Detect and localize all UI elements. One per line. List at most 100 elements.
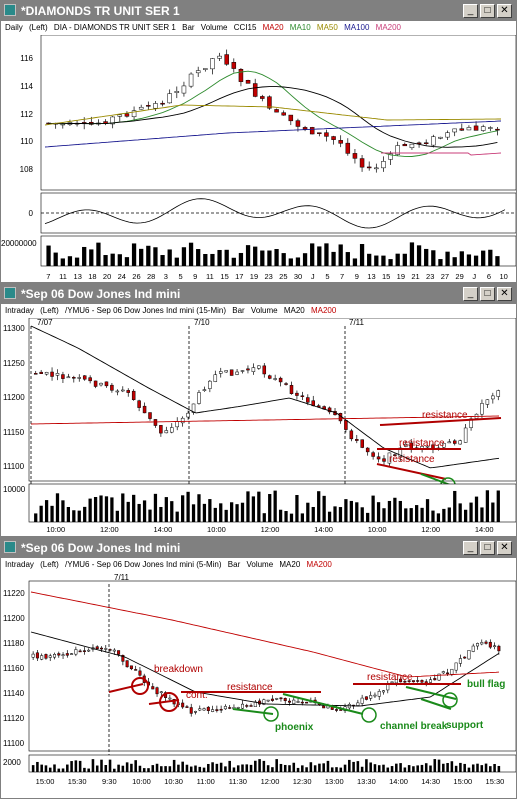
volume-bar xyxy=(131,243,137,266)
volume-bar xyxy=(203,253,208,266)
volume-bar xyxy=(305,767,308,772)
candle-body xyxy=(170,427,174,433)
candle-body xyxy=(252,83,258,97)
annotation-resistance: resistance xyxy=(227,682,273,693)
volume-bar xyxy=(485,490,490,522)
volume-bar xyxy=(232,767,236,772)
volume-bar xyxy=(168,766,172,772)
candle-body xyxy=(366,166,372,169)
candle-body xyxy=(356,702,360,706)
time-axis-label: 20 xyxy=(103,272,111,281)
volume-bar xyxy=(469,502,473,522)
volume-bar xyxy=(404,508,408,522)
candle-body xyxy=(274,109,279,113)
volume-bar xyxy=(267,250,272,266)
volume-bar xyxy=(53,764,56,772)
close-button[interactable]: ✕ xyxy=(497,287,512,301)
annotation-channel-break: channel break xyxy=(380,721,448,732)
candle-body xyxy=(273,378,277,380)
minimize-button[interactable]: _ xyxy=(463,287,478,301)
volume-bar xyxy=(445,251,450,266)
candle-body xyxy=(381,161,386,169)
daily-price-panel[interactable]: 116 114 112 110 108 0 20000000 7 11 13 18 20… xyxy=(1,35,517,282)
candle-body xyxy=(305,701,309,704)
candle-body xyxy=(423,142,429,144)
volume-bar xyxy=(484,763,488,772)
candle-body xyxy=(134,669,138,671)
volume-bar xyxy=(431,510,435,522)
close-button[interactable]: ✕ xyxy=(497,4,512,18)
maximize-button[interactable]: □ xyxy=(480,541,495,555)
candle-body xyxy=(441,671,445,674)
candle-body xyxy=(420,680,424,683)
candle-body xyxy=(213,374,218,382)
price-tick: 11100 xyxy=(3,462,25,471)
volume-bar xyxy=(488,249,493,266)
volume-bar xyxy=(437,759,441,772)
volume-bar xyxy=(273,490,277,522)
volume-bar xyxy=(382,508,386,522)
candle-body xyxy=(402,144,408,147)
candle-body xyxy=(175,421,179,428)
candle-body xyxy=(473,125,479,131)
five-min-chart-window[interactable]: *Sep 06 Dow Jones Ind mini _ □ ✕ Intrada… xyxy=(0,537,517,799)
candle-body xyxy=(344,420,348,430)
volume-bar xyxy=(175,511,179,522)
price-tick: 11150 xyxy=(3,428,25,437)
annotation-cont: cont. xyxy=(186,690,208,701)
volume-bar xyxy=(202,503,207,522)
maximize-button[interactable]: □ xyxy=(480,4,495,18)
candle-body xyxy=(186,412,190,418)
price-tick: 11120 xyxy=(3,714,25,723)
volume-bar xyxy=(262,513,266,522)
daily-chart-window[interactable]: *DIAMONDS TR UNIT SER 1 _ □ ✕ Daily (Lef… xyxy=(0,0,517,283)
volume-bar xyxy=(50,505,54,522)
candle-body xyxy=(377,691,381,697)
volume-bar xyxy=(429,765,432,772)
candle-body xyxy=(95,646,99,650)
window-titlebar[interactable]: *DIAMONDS TR UNIT SER 1 _ □ ✕ xyxy=(1,1,516,21)
fifteen-min-chart-window[interactable]: *Sep 06 Dow Jones Ind mini _ □ ✕ Intrada… xyxy=(0,283,517,537)
window-titlebar[interactable]: *Sep 06 Dow Jones Ind mini _ □ ✕ xyxy=(1,538,516,558)
volume-bar xyxy=(207,763,210,772)
breakdown-line xyxy=(108,683,144,693)
time-axis-label: 14:00 xyxy=(389,777,408,786)
volume-bar xyxy=(295,257,301,266)
volume-label: Volume xyxy=(246,560,274,569)
volume-bar xyxy=(459,251,464,266)
candle-body xyxy=(77,377,82,379)
candle-body xyxy=(228,707,232,709)
volume-bar xyxy=(31,765,35,772)
volume-bar xyxy=(137,503,141,522)
candle-body xyxy=(488,127,493,129)
time-axis-label: 24 xyxy=(118,272,126,281)
time-axis-label: 15 xyxy=(220,272,228,281)
volume-bar xyxy=(251,496,256,522)
ma-label-10: MA10 xyxy=(289,23,311,32)
candle-body xyxy=(395,145,400,155)
volume-bar xyxy=(365,759,368,772)
candle-body xyxy=(300,395,305,398)
minimize-button[interactable]: _ xyxy=(463,541,478,555)
maximize-button[interactable]: □ xyxy=(480,287,495,301)
time-axis-label: 27 xyxy=(441,272,449,281)
candle-body xyxy=(480,642,484,645)
fifteen-min-price-panel[interactable]: 7/07 7/10 7/11 11300 11250 11200 11150 1… xyxy=(1,318,517,536)
candle-body xyxy=(211,709,215,712)
chart-info-bar: Daily (Left) DIA - DIAMONDS TR UNIT SER … xyxy=(1,21,516,35)
volume-bar xyxy=(99,495,103,522)
chart-window-icon xyxy=(4,287,16,299)
ma200-line xyxy=(30,591,500,678)
close-button[interactable]: ✕ xyxy=(497,541,512,555)
volume-bar xyxy=(124,257,130,266)
candle-body xyxy=(403,680,407,683)
volume-bar xyxy=(335,767,338,772)
candle-body xyxy=(485,399,490,405)
minimize-button[interactable]: _ xyxy=(463,4,478,18)
volume-bar xyxy=(281,253,286,266)
window-titlebar[interactable]: *Sep 06 Dow Jones Ind mini _ □ ✕ xyxy=(1,284,516,304)
candle-body xyxy=(61,374,65,379)
candle-body xyxy=(206,706,210,711)
five-min-price-panel[interactable]: 7/11 11220 11200 11180 11160 11140 11120… xyxy=(1,572,517,798)
volume-bar xyxy=(55,493,60,522)
